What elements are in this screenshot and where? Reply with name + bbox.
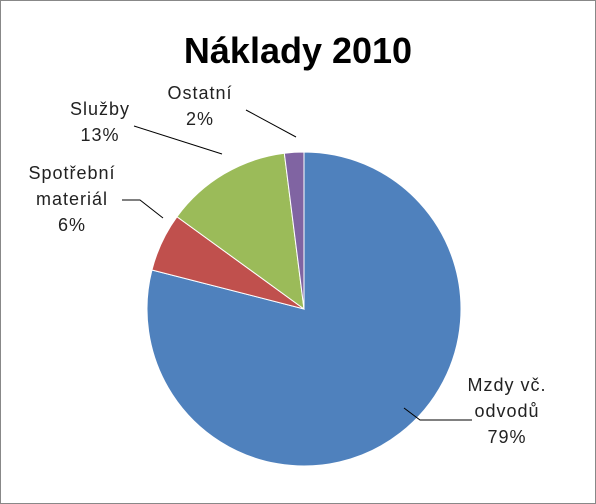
leader-line	[122, 199, 164, 219]
leader-line	[403, 407, 472, 421]
category-label: Spotřební materiál	[28, 163, 116, 209]
leader-line	[245, 109, 297, 138]
data-label: Služby 13%	[50, 96, 150, 148]
value-label: 2%	[185, 109, 214, 129]
pie-slice	[176, 152, 305, 311]
category-label: Služby	[69, 99, 131, 119]
value-label: 13%	[80, 125, 120, 145]
value-label: 6%	[57, 215, 86, 235]
data-label: Ostatní 2%	[150, 80, 250, 132]
data-label: Spotřební materiál 6%	[12, 160, 132, 238]
pie-slice	[283, 151, 305, 310]
category-label: Ostatní	[167, 83, 233, 103]
data-label: Mzdy vč. odvodů 79%	[452, 372, 562, 450]
chart-title: Náklady 2010	[183, 30, 413, 71]
category-label: Mzdy vč. odvodů	[467, 375, 547, 421]
pie-slice	[146, 151, 462, 467]
leader-line	[133, 125, 223, 155]
value-label: 79%	[487, 427, 527, 447]
